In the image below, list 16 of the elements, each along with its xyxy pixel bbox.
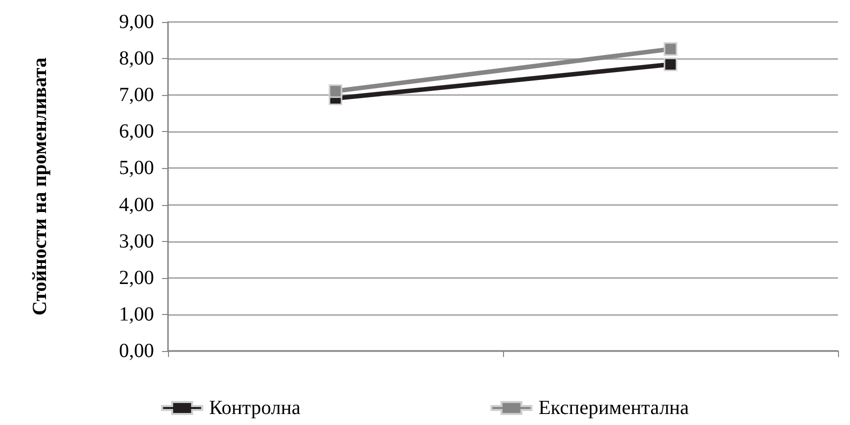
y-tick-label: 2,00 [119,266,154,289]
y-tick-label: 3,00 [119,230,154,252]
point [328,84,342,98]
y-axis-title: Стойности на променливата [29,58,51,316]
y-tick-label: 5,00 [119,157,154,180]
legend-label: Контролна [209,397,301,419]
y-tick-label: 9,00 [119,11,154,33]
y-tick-label: 0,00 [119,340,154,362]
y-tick-label: 7,00 [119,84,154,106]
y-tick-label: 1,00 [119,303,154,326]
point [664,58,678,72]
y-tick-label: 6,00 [119,120,154,143]
point [664,42,678,56]
y-tick-label: 4,00 [119,194,154,216]
legend-label: Експериментална [538,397,689,419]
y-tick-label: 8,00 [119,48,154,70]
